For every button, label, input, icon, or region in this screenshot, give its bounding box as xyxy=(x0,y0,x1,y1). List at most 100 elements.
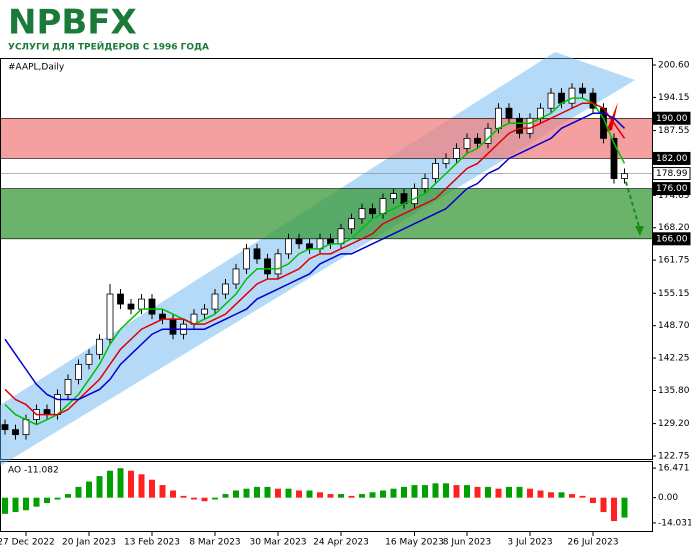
candle-body xyxy=(127,303,135,310)
ao-bar xyxy=(86,481,92,498)
candle-body xyxy=(232,268,240,285)
candle-body xyxy=(117,293,124,305)
arrow xyxy=(623,174,641,231)
ao-bar xyxy=(107,470,113,498)
ao-bar xyxy=(159,485,166,498)
ao-bar xyxy=(359,494,365,498)
ao-bar xyxy=(117,468,124,498)
ao-bar xyxy=(128,470,134,498)
candle-body xyxy=(337,228,345,245)
y-tick-label: 148.70 xyxy=(658,321,690,331)
candle-body xyxy=(453,147,460,159)
ao-bar xyxy=(569,494,575,498)
ao-bar xyxy=(527,488,533,498)
ao-bar xyxy=(180,495,187,498)
chart-title: #AAPL,Daily xyxy=(8,63,65,73)
ao-bar xyxy=(611,497,617,522)
ao-bar xyxy=(558,492,565,498)
candle-body xyxy=(12,429,19,436)
x-tick-label: 30 Mar 2023 xyxy=(249,538,306,548)
candle-body xyxy=(285,238,292,255)
ao-bar xyxy=(590,497,596,504)
y-tick-label: 135.80 xyxy=(658,386,690,396)
candle-body xyxy=(43,409,51,415)
candle-body xyxy=(295,238,303,245)
candle-body xyxy=(474,137,481,144)
level-label: 190.00 xyxy=(656,114,688,124)
ao-bar xyxy=(275,488,281,498)
candle-body xyxy=(442,158,450,164)
candle-body xyxy=(75,363,82,380)
candle-body xyxy=(516,117,523,134)
candle-body xyxy=(505,107,513,119)
ao-bar xyxy=(212,497,218,500)
candle-body xyxy=(169,318,177,335)
candle-body xyxy=(201,308,208,315)
candle-body xyxy=(96,338,103,355)
y-tick-label: 161.75 xyxy=(658,256,690,266)
ao-bar xyxy=(422,485,428,498)
ao-bar xyxy=(296,490,302,498)
ao-bar xyxy=(201,497,208,502)
candle-body xyxy=(306,243,313,250)
candle-body xyxy=(568,87,576,104)
candle-body xyxy=(253,248,261,260)
x-tick-label: 8 Mar 2023 xyxy=(189,538,240,548)
ao-bar xyxy=(338,494,344,498)
level-box xyxy=(652,151,691,165)
ma-line xyxy=(4,102,626,416)
candle-body xyxy=(390,193,397,200)
candle-body xyxy=(526,117,534,134)
candle-body xyxy=(589,92,597,109)
candle-body xyxy=(432,163,439,179)
level-label: 176.00 xyxy=(656,184,688,194)
level-box xyxy=(652,182,691,196)
y-tick-label: 122.75 xyxy=(658,452,690,462)
x-tick-label: 3 Jul 2023 xyxy=(507,538,552,548)
y-tick-label: 200.60 xyxy=(658,61,690,71)
ao-bar xyxy=(548,492,554,498)
ao-bar xyxy=(149,479,155,498)
candle-body xyxy=(274,253,282,275)
ao-bar xyxy=(464,485,470,498)
ao-bar xyxy=(443,483,449,498)
candle-body xyxy=(495,107,502,129)
ma-line xyxy=(4,112,626,401)
y-tick-label: 0.00 xyxy=(658,493,678,503)
ao-bar xyxy=(579,495,586,498)
ao-bar xyxy=(485,486,491,498)
y-tick-label: 194.15 xyxy=(658,93,690,103)
x-tick-label: 26 Jul 2023 xyxy=(568,538,619,548)
candle-body xyxy=(369,208,376,215)
candle-body xyxy=(148,298,156,315)
candle-body xyxy=(211,293,219,310)
ao-bar xyxy=(621,497,628,518)
candle-body xyxy=(64,379,72,395)
ao-bar xyxy=(369,492,376,498)
ao-bar xyxy=(33,497,40,507)
slogan: УСЛУГИ ДЛЯ ТРЕЙДЕРОВ С 1996 ГОДА xyxy=(8,41,209,53)
candle-body xyxy=(22,419,30,436)
candle-body xyxy=(264,258,271,275)
logo: NPBFX xyxy=(8,3,137,43)
ao-frame xyxy=(0,461,653,532)
ao-bar xyxy=(516,486,523,498)
ao-bar xyxy=(96,476,103,498)
y-tick-label: -14.031 xyxy=(658,518,691,528)
ao-bar xyxy=(453,485,460,498)
y-tick-label: 16.471 xyxy=(658,464,690,474)
y-tick-label: 168.20 xyxy=(658,223,690,233)
level-box xyxy=(652,232,691,246)
y-tick-label: 187.55 xyxy=(658,126,690,136)
candle-body xyxy=(85,353,93,365)
candle-body xyxy=(463,137,471,149)
candle-body xyxy=(222,283,229,295)
ao-bar xyxy=(191,497,197,500)
candle-body xyxy=(1,424,9,431)
ao-bar xyxy=(65,494,71,498)
candle-body xyxy=(379,198,387,215)
ao-bar xyxy=(23,497,29,511)
x-tick-label: 24 Apr 2023 xyxy=(313,538,369,548)
level-box xyxy=(652,167,691,181)
